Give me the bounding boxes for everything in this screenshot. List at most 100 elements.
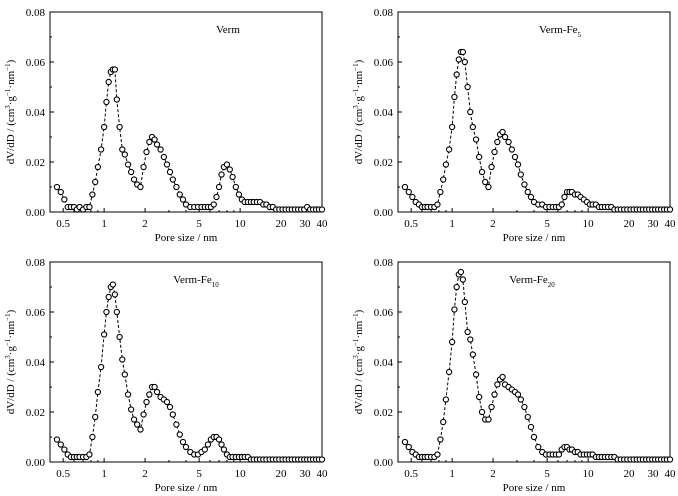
data-point: [151, 383, 158, 391]
chart-panel: 0.00 0.02 0.04 0.06 0.08 0.5 1 2 5 10 20 30 40 Pore s…: [4, 7, 328, 244]
data-point: [157, 146, 164, 153]
data-point: [213, 193, 220, 201]
x-tick-label: 30: [300, 218, 312, 230]
data-point: [143, 398, 150, 406]
data-point: [130, 416, 138, 423]
data-point: [226, 166, 233, 173]
data-point: [220, 446, 228, 453]
data-point: [459, 48, 467, 56]
data-point: [109, 281, 117, 288]
data-point: [151, 136, 158, 143]
data-point: [494, 381, 501, 388]
y-axis-title: dV/dD / (cm3·g−1·nm−1): [352, 309, 365, 414]
chart-panel: 0.00 0.02 0.04 0.06 0.08 0.5 1 2 5 10 20 30 40 Pore s…: [352, 257, 676, 494]
data-point: [153, 141, 161, 148]
data-point: [499, 128, 506, 136]
y-tick-label: 0.06: [374, 57, 394, 69]
data-point: [121, 371, 128, 378]
data-point: [57, 441, 64, 448]
x-tick-label: 2: [490, 218, 496, 230]
plot-frame: [49, 261, 323, 463]
data-point: [215, 183, 223, 191]
data-point: [453, 283, 460, 291]
data-point: [235, 191, 243, 198]
data-point: [405, 443, 412, 451]
y-tick-label: 0.00: [374, 457, 394, 469]
data-point: [445, 368, 453, 376]
data-point: [97, 363, 105, 371]
x-tick-label: 40: [317, 468, 329, 480]
data-point: [173, 183, 180, 191]
data-point: [53, 183, 61, 191]
y-tick-label: 0.08: [374, 257, 394, 269]
data-point: [459, 276, 467, 283]
data-point: [113, 308, 120, 316]
data-point: [409, 193, 416, 201]
data-point: [113, 96, 120, 103]
y-tick-label: 0.02: [374, 157, 393, 169]
data-point: [179, 438, 187, 446]
data-point: [169, 411, 176, 418]
data-point: [448, 338, 456, 346]
data-point: [53, 436, 61, 443]
plot-frame: [397, 11, 671, 213]
x-tick-label: 0.5: [404, 218, 418, 230]
data-point: [451, 306, 458, 313]
panel-title: Verm-Fe10: [173, 274, 219, 289]
data-point: [89, 191, 96, 198]
data-point: [111, 291, 119, 298]
data-point: [103, 98, 110, 106]
x-axis-title: Pore size / nm: [155, 482, 218, 494]
data-point: [401, 438, 409, 446]
data-point: [499, 373, 506, 381]
data-point: [535, 443, 542, 451]
data-point: [105, 78, 112, 86]
data-point: [146, 391, 153, 398]
y-tick-label: 0.04: [26, 107, 46, 119]
data-point: [146, 138, 153, 146]
x-tick-label: 0.5: [404, 468, 418, 480]
data-point: [457, 268, 465, 276]
y-tick-label: 0.04: [26, 357, 46, 369]
data-point: [130, 176, 138, 183]
x-tick-label: 20: [276, 468, 288, 480]
y-tick-label: 0.00: [26, 457, 46, 469]
data-point: [472, 371, 480, 378]
data-point: [169, 176, 176, 183]
x-tick-label: 1: [449, 468, 455, 480]
data-point: [467, 108, 474, 116]
data-point: [318, 206, 326, 213]
data-point: [105, 293, 112, 301]
data-point: [482, 178, 489, 186]
data-point: [57, 188, 64, 196]
data-point: [229, 173, 236, 181]
data-point: [140, 163, 147, 171]
data-point: [215, 436, 223, 443]
data-point: [179, 196, 187, 203]
data-point: [494, 138, 501, 146]
x-tick-label: 10: [235, 218, 247, 230]
data-point: [92, 413, 99, 421]
x-tick-label: 10: [583, 218, 595, 230]
x-tick-label: 5: [544, 218, 550, 230]
data-point: [442, 161, 450, 168]
panel-title: Verm: [216, 24, 240, 36]
data-point: [478, 168, 486, 176]
data-point: [451, 93, 458, 101]
data-point: [166, 403, 174, 411]
data-point: [100, 331, 108, 338]
data-point: [488, 403, 495, 411]
data-point: [163, 398, 171, 406]
data-point: [89, 433, 96, 441]
y-tick-label: 0.00: [26, 207, 46, 219]
x-tick-label: 10: [235, 468, 247, 480]
data-point: [61, 196, 68, 203]
data-point: [521, 403, 528, 411]
data-point: [223, 161, 231, 168]
data-point: [210, 201, 217, 208]
data-point: [97, 146, 105, 153]
data-point: [469, 123, 476, 131]
data-point: [119, 146, 126, 153]
data-point: [517, 171, 524, 178]
data-point: [103, 308, 110, 316]
